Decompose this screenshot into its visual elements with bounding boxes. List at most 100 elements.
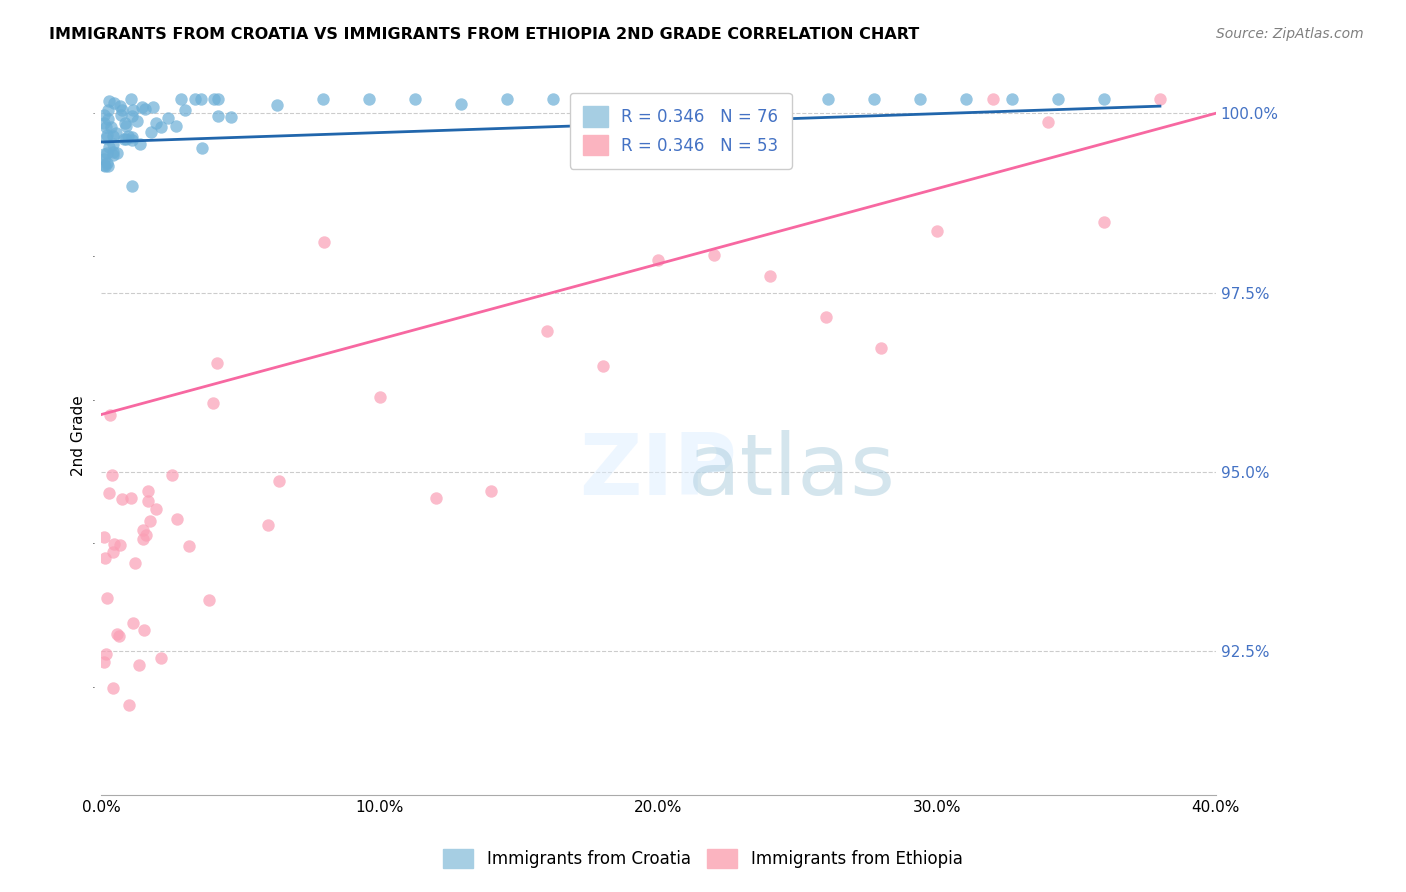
- Point: [814, 310, 837, 324]
- Y-axis label: 2nd Grade: 2nd Grade: [72, 396, 86, 476]
- Point: [425, 491, 447, 506]
- Point: [201, 396, 224, 410]
- Point: [98, 408, 121, 422]
- Point: [592, 359, 614, 374]
- Point: [588, 92, 610, 106]
- Point: [981, 92, 1004, 106]
- Point: [495, 92, 517, 106]
- Point: [93, 531, 115, 545]
- Point: [101, 467, 124, 482]
- Point: [97, 112, 120, 126]
- Point: [157, 111, 180, 125]
- Point: [132, 532, 155, 546]
- Point: [160, 468, 183, 483]
- Point: [97, 103, 120, 117]
- Point: [955, 92, 977, 106]
- Point: [127, 113, 149, 128]
- Point: [136, 483, 159, 498]
- Point: [121, 103, 143, 118]
- Point: [94, 550, 117, 565]
- Legend: R = 0.346   N = 76, R = 0.346   N = 53: R = 0.346 N = 76, R = 0.346 N = 53: [569, 93, 792, 169]
- Point: [633, 92, 655, 106]
- Point: [541, 92, 564, 106]
- Point: [207, 92, 229, 106]
- Point: [101, 148, 124, 162]
- Point: [103, 537, 125, 551]
- Point: [105, 626, 128, 640]
- Point: [166, 119, 188, 133]
- Point: [110, 538, 132, 552]
- Point: [128, 657, 150, 672]
- Point: [114, 119, 136, 133]
- Point: [121, 130, 143, 145]
- Point: [770, 92, 793, 106]
- Point: [1038, 115, 1060, 129]
- Text: atlas: atlas: [688, 431, 896, 514]
- Point: [311, 92, 333, 106]
- Point: [145, 116, 167, 130]
- Point: [184, 92, 207, 106]
- Point: [1092, 215, 1115, 229]
- Point: [173, 103, 195, 118]
- Point: [114, 115, 136, 129]
- Point: [93, 108, 115, 122]
- Point: [536, 325, 558, 339]
- Point: [404, 92, 426, 106]
- Point: [98, 486, 121, 500]
- Point: [166, 512, 188, 526]
- Point: [120, 92, 142, 106]
- Point: [93, 116, 115, 130]
- Point: [450, 97, 472, 112]
- Point: [134, 623, 156, 637]
- Legend: Immigrants from Croatia, Immigrants from Ethiopia: Immigrants from Croatia, Immigrants from…: [437, 842, 969, 875]
- Point: [647, 252, 669, 267]
- Point: [145, 502, 167, 516]
- Point: [219, 110, 242, 124]
- Point: [142, 100, 165, 114]
- Point: [312, 235, 335, 249]
- Point: [817, 92, 839, 106]
- Point: [121, 133, 143, 147]
- Point: [96, 155, 118, 169]
- Point: [139, 514, 162, 528]
- Point: [202, 92, 225, 106]
- Point: [120, 491, 142, 505]
- Point: [94, 131, 117, 145]
- Point: [97, 94, 120, 108]
- Point: [101, 545, 124, 559]
- Point: [107, 629, 129, 643]
- Point: [93, 159, 115, 173]
- Point: [93, 152, 115, 166]
- Point: [110, 492, 132, 507]
- Text: IMMIGRANTS FROM CROATIA VS IMMIGRANTS FROM ETHIOPIA 2ND GRADE CORRELATION CHART: IMMIGRANTS FROM CROATIA VS IMMIGRANTS FR…: [49, 27, 920, 42]
- Point: [96, 145, 118, 160]
- Point: [93, 655, 115, 669]
- Point: [96, 128, 118, 142]
- Point: [108, 98, 131, 112]
- Point: [198, 592, 221, 607]
- Point: [1001, 92, 1024, 106]
- Point: [96, 120, 118, 135]
- Point: [703, 248, 725, 262]
- Point: [870, 342, 893, 356]
- Point: [96, 647, 118, 661]
- Point: [110, 108, 132, 122]
- Point: [115, 131, 138, 145]
- Point: [267, 475, 290, 489]
- Point: [103, 129, 125, 144]
- Point: [1047, 92, 1070, 106]
- Point: [101, 145, 124, 159]
- Point: [96, 591, 118, 605]
- Text: ZIP: ZIP: [579, 431, 737, 514]
- Point: [101, 681, 124, 695]
- Point: [149, 120, 172, 134]
- Point: [98, 139, 121, 153]
- Point: [190, 92, 212, 106]
- Point: [725, 92, 748, 106]
- Point: [479, 483, 502, 498]
- Point: [1092, 92, 1115, 106]
- Point: [121, 109, 143, 123]
- Point: [93, 147, 115, 161]
- Point: [105, 126, 128, 140]
- Point: [368, 390, 391, 404]
